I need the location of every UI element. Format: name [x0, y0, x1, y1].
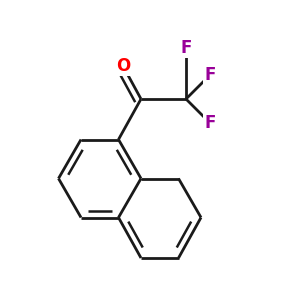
- Text: F: F: [204, 114, 216, 132]
- Text: F: F: [180, 39, 192, 57]
- Text: O: O: [116, 57, 130, 75]
- Text: F: F: [204, 66, 216, 84]
